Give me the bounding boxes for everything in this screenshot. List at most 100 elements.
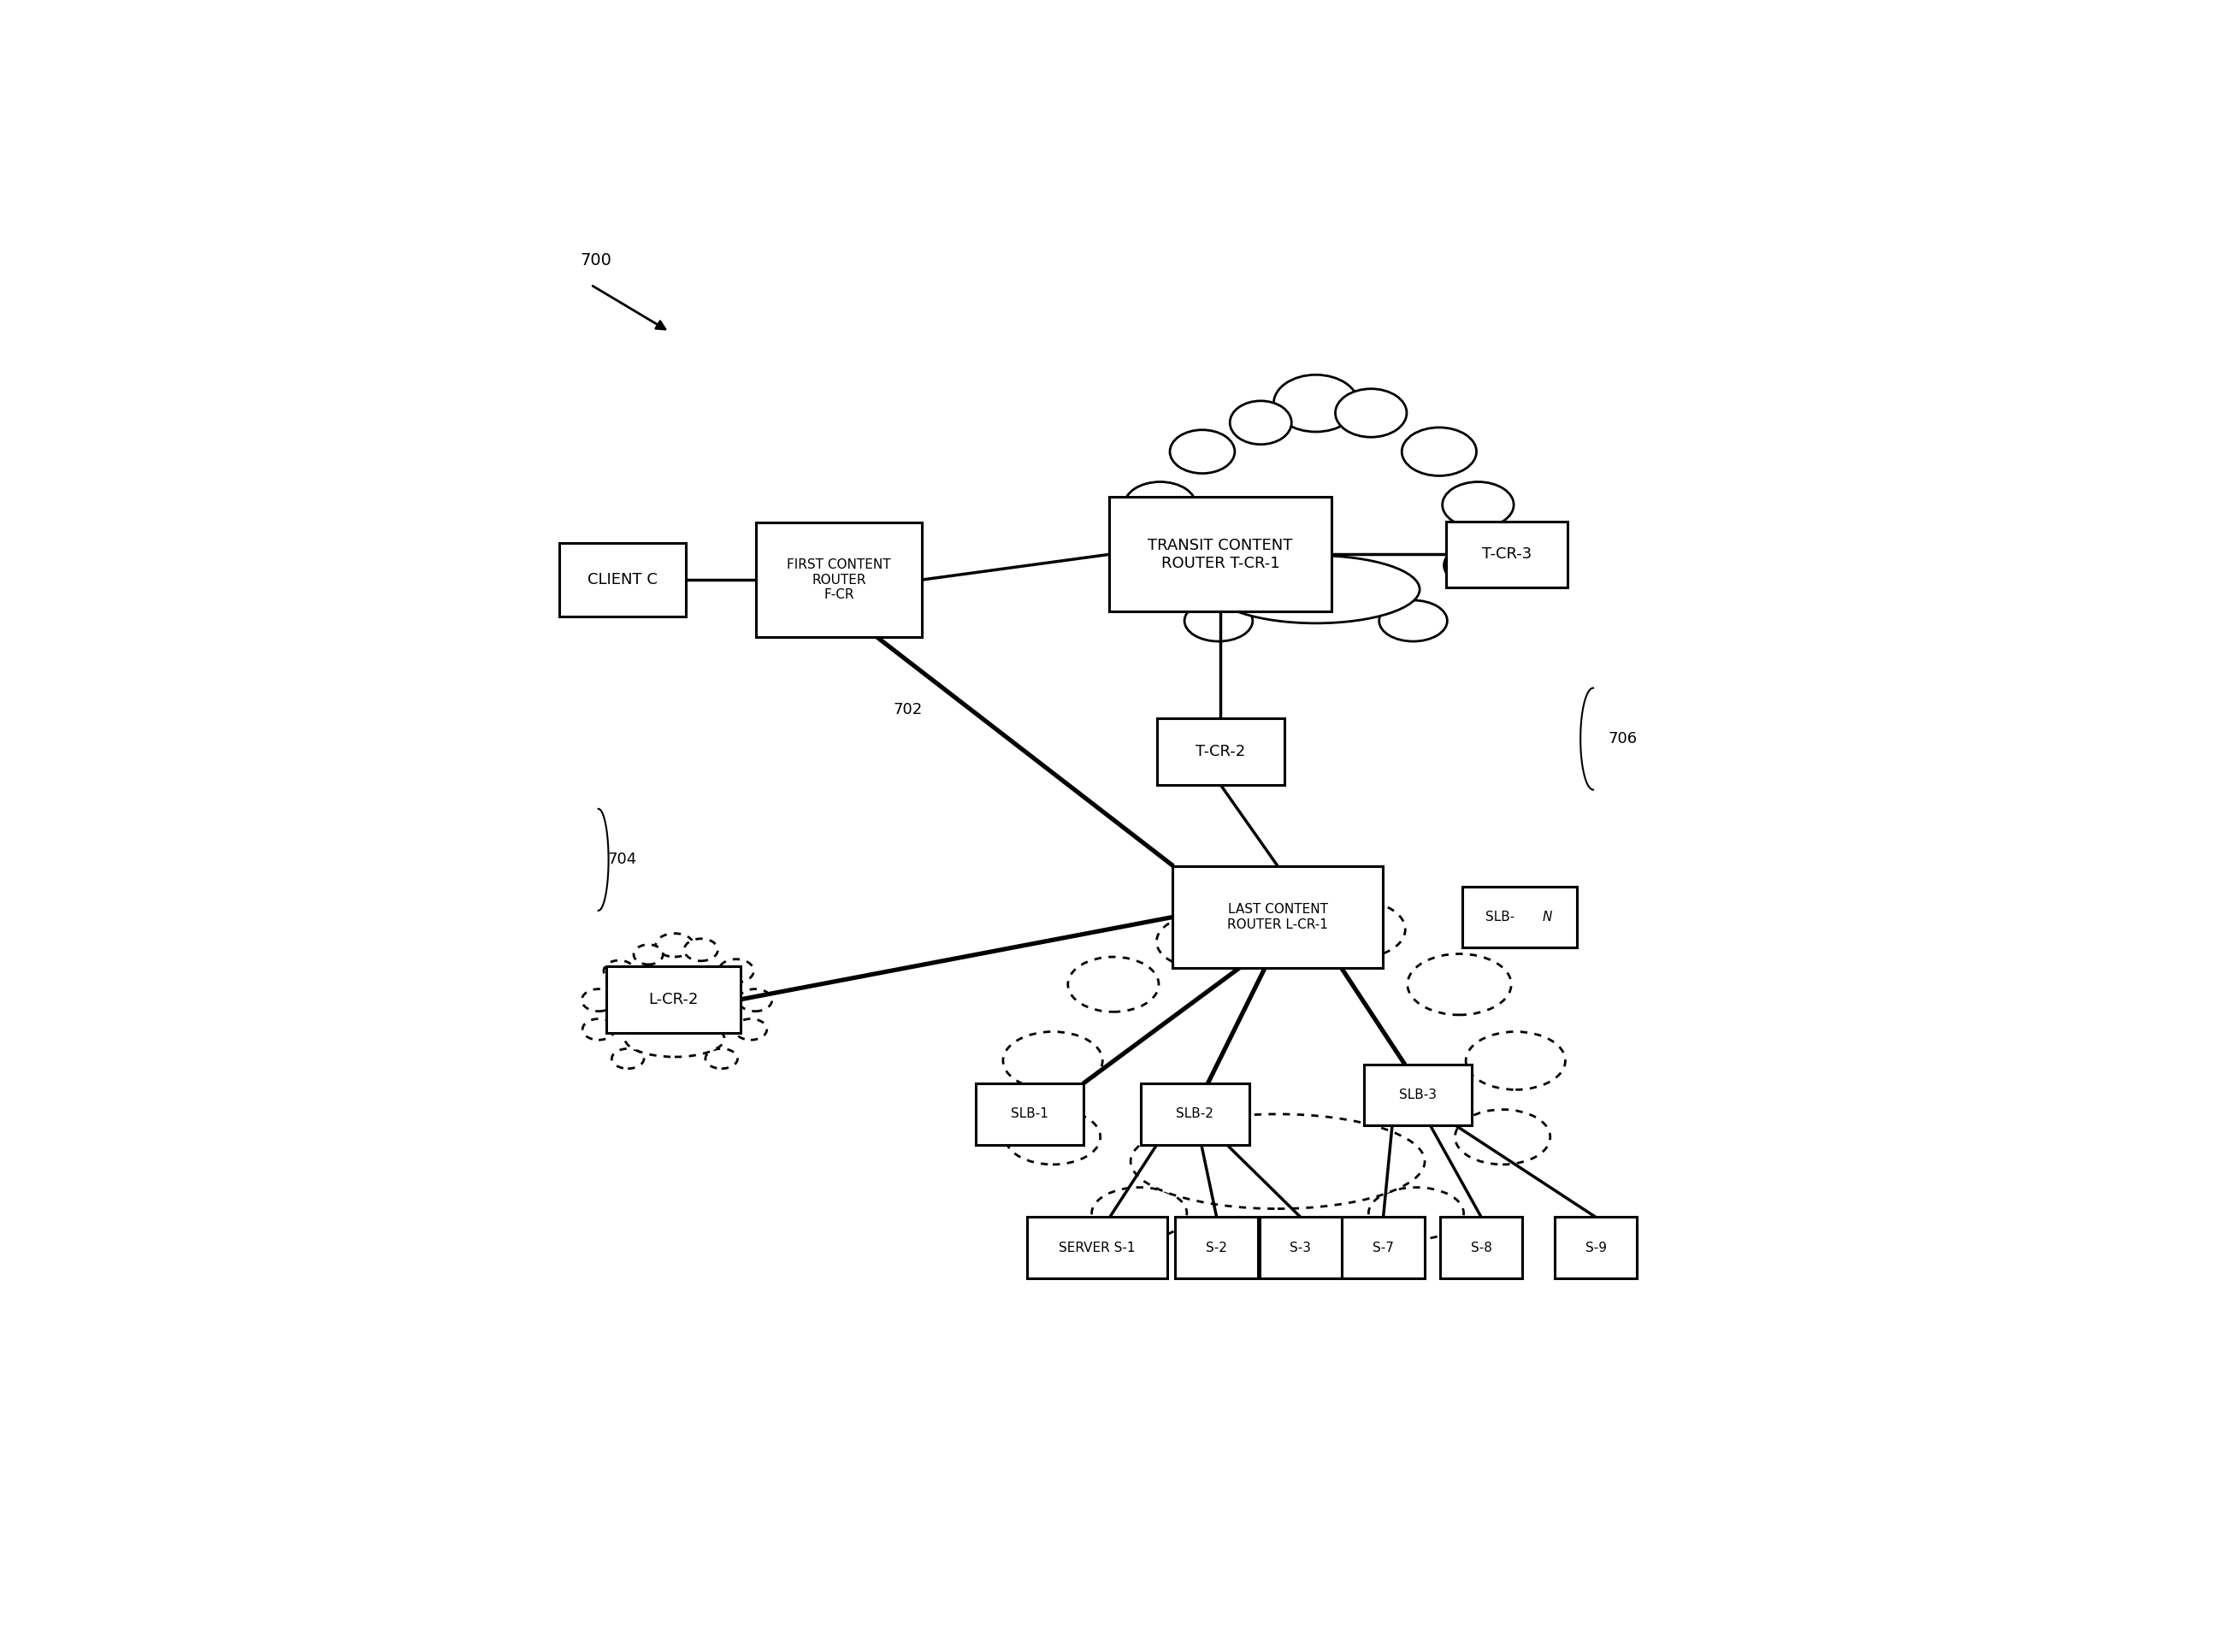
Ellipse shape [735, 1019, 766, 1039]
Ellipse shape [739, 990, 773, 1011]
Text: S-2: S-2 [1205, 1241, 1228, 1254]
Ellipse shape [1126, 482, 1197, 527]
Ellipse shape [633, 945, 664, 965]
Ellipse shape [1212, 555, 1419, 623]
Ellipse shape [1401, 428, 1476, 476]
Ellipse shape [1092, 1188, 1188, 1239]
Ellipse shape [1212, 555, 1419, 623]
Ellipse shape [1401, 428, 1476, 476]
Text: T-CR-2: T-CR-2 [1197, 743, 1245, 760]
Ellipse shape [1465, 1032, 1565, 1090]
Ellipse shape [719, 960, 753, 983]
Ellipse shape [1006, 1110, 1101, 1165]
FancyBboxPatch shape [1554, 1218, 1636, 1279]
FancyBboxPatch shape [1157, 719, 1283, 785]
FancyBboxPatch shape [757, 522, 921, 638]
Ellipse shape [1130, 1113, 1425, 1209]
Ellipse shape [1454, 1110, 1550, 1165]
FancyBboxPatch shape [1445, 522, 1567, 588]
Text: TRANSIT CONTENT
ROUTER T-CR-1: TRANSIT CONTENT ROUTER T-CR-1 [1148, 539, 1292, 572]
Ellipse shape [1006, 1110, 1101, 1165]
Ellipse shape [1157, 915, 1243, 968]
Text: N: N [1543, 910, 1552, 923]
Ellipse shape [582, 1019, 615, 1039]
Ellipse shape [1185, 600, 1252, 641]
Ellipse shape [1185, 600, 1252, 641]
FancyBboxPatch shape [975, 1084, 1083, 1145]
Ellipse shape [582, 1019, 615, 1039]
Text: SLB-2: SLB-2 [1177, 1108, 1214, 1120]
Ellipse shape [1443, 544, 1512, 586]
Text: CLIENT C: CLIENT C [588, 572, 657, 588]
Text: 706: 706 [1610, 732, 1638, 747]
FancyBboxPatch shape [1028, 1218, 1168, 1279]
Ellipse shape [1305, 900, 1405, 958]
FancyBboxPatch shape [1141, 1084, 1250, 1145]
Ellipse shape [1092, 1188, 1188, 1239]
Ellipse shape [1274, 375, 1359, 431]
Ellipse shape [1443, 544, 1512, 586]
Text: T-CR-3: T-CR-3 [1481, 547, 1532, 562]
Ellipse shape [626, 1021, 724, 1057]
FancyBboxPatch shape [1259, 1218, 1341, 1279]
Ellipse shape [1170, 430, 1234, 474]
Ellipse shape [1068, 957, 1159, 1011]
Text: 704: 704 [608, 852, 637, 867]
FancyBboxPatch shape [1110, 497, 1332, 611]
Ellipse shape [684, 938, 717, 961]
Ellipse shape [1407, 953, 1512, 1014]
Ellipse shape [1157, 915, 1243, 968]
Text: L-CR-2: L-CR-2 [648, 991, 699, 1008]
Ellipse shape [1003, 1032, 1103, 1090]
Ellipse shape [719, 960, 753, 983]
Text: S-3: S-3 [1290, 1241, 1312, 1254]
Text: S-8: S-8 [1470, 1241, 1492, 1254]
Ellipse shape [1443, 482, 1514, 527]
FancyBboxPatch shape [606, 966, 739, 1032]
Ellipse shape [626, 1021, 724, 1057]
Ellipse shape [1003, 1032, 1103, 1090]
FancyBboxPatch shape [559, 544, 686, 616]
Ellipse shape [1130, 1113, 1425, 1209]
Ellipse shape [1379, 600, 1447, 641]
Text: 700: 700 [582, 253, 613, 268]
Ellipse shape [1119, 544, 1188, 586]
Text: SLB-: SLB- [1485, 910, 1514, 923]
Text: LAST CONTENT
ROUTER L-CR-1: LAST CONTENT ROUTER L-CR-1 [1228, 904, 1328, 930]
Ellipse shape [735, 1019, 766, 1039]
FancyBboxPatch shape [1441, 1218, 1523, 1279]
Ellipse shape [613, 1049, 644, 1069]
Ellipse shape [1454, 1110, 1550, 1165]
Ellipse shape [1230, 401, 1292, 444]
Ellipse shape [582, 990, 615, 1011]
Ellipse shape [633, 945, 664, 965]
Ellipse shape [684, 938, 717, 961]
FancyBboxPatch shape [1172, 866, 1383, 968]
Ellipse shape [1368, 1188, 1463, 1239]
Ellipse shape [1126, 482, 1197, 527]
FancyBboxPatch shape [1174, 1218, 1259, 1279]
FancyBboxPatch shape [1463, 887, 1576, 948]
Ellipse shape [1368, 1188, 1463, 1239]
FancyBboxPatch shape [1463, 887, 1576, 948]
Ellipse shape [1230, 401, 1292, 444]
Ellipse shape [1068, 957, 1159, 1011]
Ellipse shape [613, 1049, 644, 1069]
Text: S-9: S-9 [1585, 1241, 1607, 1254]
Ellipse shape [604, 960, 635, 981]
Ellipse shape [1305, 900, 1405, 958]
Ellipse shape [1465, 1032, 1565, 1090]
Ellipse shape [604, 960, 635, 981]
Text: SLB-N: SLB-N [1501, 910, 1538, 923]
Ellipse shape [706, 1049, 737, 1069]
Ellipse shape [1119, 544, 1188, 586]
Ellipse shape [1407, 953, 1512, 1014]
Ellipse shape [1170, 430, 1234, 474]
Ellipse shape [655, 933, 693, 957]
FancyBboxPatch shape [1363, 1064, 1472, 1125]
Ellipse shape [582, 990, 615, 1011]
Ellipse shape [1274, 375, 1359, 431]
Ellipse shape [739, 990, 773, 1011]
FancyBboxPatch shape [1341, 1218, 1425, 1279]
Text: SLB-1: SLB-1 [1010, 1108, 1048, 1120]
